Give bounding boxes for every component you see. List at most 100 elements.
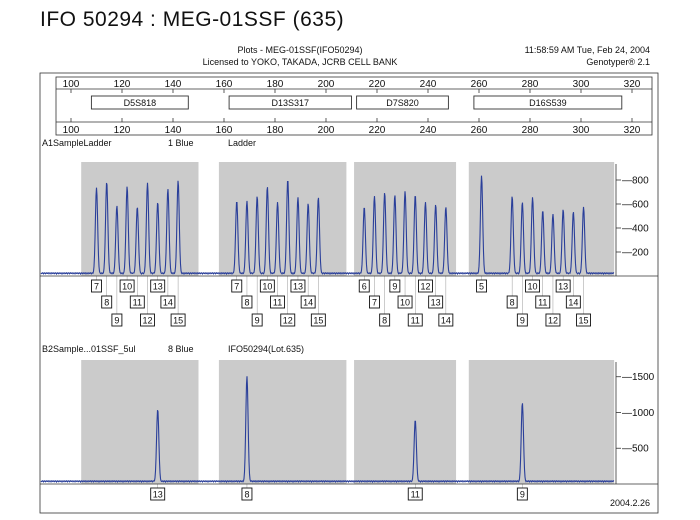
allele-box: [438, 313, 454, 327]
tick-label-top: 240: [420, 79, 437, 90]
y-tick-label: —800: [622, 176, 649, 187]
allele-label-d7s820-7: 7: [369, 276, 380, 309]
tick-label-bottom: 140: [165, 125, 182, 136]
tick-label-top: 280: [522, 79, 539, 90]
allele-label-d5s818-13: 13: [150, 484, 166, 501]
trace-1-blue: [40, 175, 615, 276]
allele-box: [140, 313, 155, 327]
tick-label-top: 140: [165, 79, 182, 90]
allele-text: 14: [568, 298, 578, 308]
tick-label-bottom: 120: [114, 125, 131, 136]
allele-text: 7: [372, 298, 377, 308]
locus-name: D16S539: [529, 98, 567, 108]
panel-label-dye: 1 Blue: [168, 138, 194, 148]
locus-shade-d13s317: [218, 360, 347, 484]
allele-label-d7s820-11: 11: [407, 484, 423, 501]
allele-box: [270, 295, 286, 309]
panel-label-sample: B2Sample...01SSF_5ul: [42, 344, 136, 354]
allele-text: 8: [244, 298, 249, 308]
allele-label-d16s539-9: 9: [516, 484, 528, 501]
date-stamp: 2004.2.26: [610, 498, 650, 508]
allele-box: [397, 295, 413, 309]
allele-box: [150, 279, 166, 293]
plot-footer: 2004.2.26: [610, 498, 650, 508]
allele-box: [516, 313, 528, 327]
allele-box: [565, 295, 581, 309]
allele-box: [407, 487, 423, 501]
allele-label-d16s539-5: 5: [476, 276, 487, 293]
allele-label-d13s317-9: 9: [251, 276, 263, 327]
tick-label-bottom: 260: [471, 125, 488, 136]
allele-text: 8: [510, 298, 515, 308]
allele-label-d13s317-10: 10: [259, 276, 275, 293]
locus-d5s818: D5S818 100 100 120 120 140 140: [63, 79, 189, 136]
y-tick-label: —200: [622, 248, 649, 259]
panel-label-name: IFO50294(Lot.635): [228, 344, 304, 354]
allele-text: 15: [173, 316, 183, 326]
locus-box: [228, 95, 352, 110]
allele-text: 13: [558, 282, 568, 292]
plot-header: Plots - MEG-01SSF(IFO50294) Licensed to Y…: [39, 45, 659, 514]
allele-box: [259, 279, 275, 293]
allele-text: 13: [153, 490, 163, 500]
locus-box: [356, 95, 449, 110]
allele-box: [555, 279, 571, 293]
ladder-panel: A1SampleLadder 1 Blue Ladder —800 —600 —400 —2…: [40, 138, 658, 327]
allele-box: [231, 279, 243, 293]
locus-name: D7S820: [386, 98, 419, 108]
tick-label-bottom: 100: [63, 125, 80, 136]
panel-label-dye: 8 Blue: [168, 344, 194, 354]
locus-shade-d7s820: [354, 360, 457, 484]
locus-shade-d16s539: [468, 360, 615, 484]
allele-box: [358, 279, 370, 293]
allele-label-d5s818-12: 12: [140, 276, 155, 327]
allele-box: [516, 487, 528, 501]
allele-box: [111, 313, 123, 327]
allele-box: [418, 279, 433, 293]
allele-text: 7: [234, 282, 239, 292]
allele-label-d13s317-8: 8: [241, 276, 253, 309]
allele-label-d5s818-8: 8: [101, 276, 113, 309]
panel-label-name: Ladder: [228, 138, 256, 148]
allele-label-d7s820-11: 11: [407, 276, 423, 327]
allele-text: 12: [420, 282, 430, 292]
header-license: Licensed to YOKO, TAKADA, JCRB CELL BANK: [203, 57, 398, 67]
allele-label-d13s317-7: 7: [231, 276, 243, 293]
tick-label-bottom: 280: [522, 125, 539, 136]
sheet-frame: [39, 72, 659, 514]
tick-label-bottom: 160: [216, 125, 233, 136]
allele-box: [389, 279, 401, 293]
y-tick-label: —400: [622, 224, 649, 235]
allele-text: 6: [362, 282, 367, 292]
allele-text: 7: [94, 282, 99, 292]
allele-label-d16s539-12: 12: [545, 276, 561, 327]
allele-box: [407, 313, 423, 327]
tick-label-top: 160: [216, 79, 233, 90]
allele-box: [379, 313, 391, 327]
locus-box: [473, 95, 623, 110]
allele-box: [129, 295, 145, 309]
allele-text: 10: [262, 282, 272, 292]
allele-text: 8: [244, 490, 249, 500]
tick-label-top: 200: [318, 79, 335, 90]
allele-box: [160, 295, 176, 309]
allele-text: 10: [528, 282, 538, 292]
allele-box: [91, 279, 102, 293]
allele-box: [119, 279, 135, 293]
allele-label-d16s539-14: 14: [565, 276, 581, 309]
header-software: Genotyper® 2.1: [586, 57, 650, 67]
allele-text: 9: [520, 316, 525, 326]
allele-label-d16s539-13: 13: [555, 276, 571, 293]
allele-box: [170, 313, 186, 327]
allele-label-d7s820-10: 10: [397, 276, 413, 309]
header-title: Plots - MEG-01SSF(IFO50294): [237, 45, 362, 55]
allele-text: 11: [273, 298, 282, 308]
allele-text: 11: [133, 298, 142, 308]
locus-name: D5S818: [124, 98, 157, 108]
allele-label-d13s317-13: 13: [290, 276, 306, 293]
locus-box: [90, 95, 189, 110]
tick-label-top: 320: [624, 79, 641, 90]
tick-label-top: 180: [267, 79, 284, 90]
allele-label-d16s539-15: 15: [576, 276, 591, 327]
allele-text: 14: [163, 298, 173, 308]
